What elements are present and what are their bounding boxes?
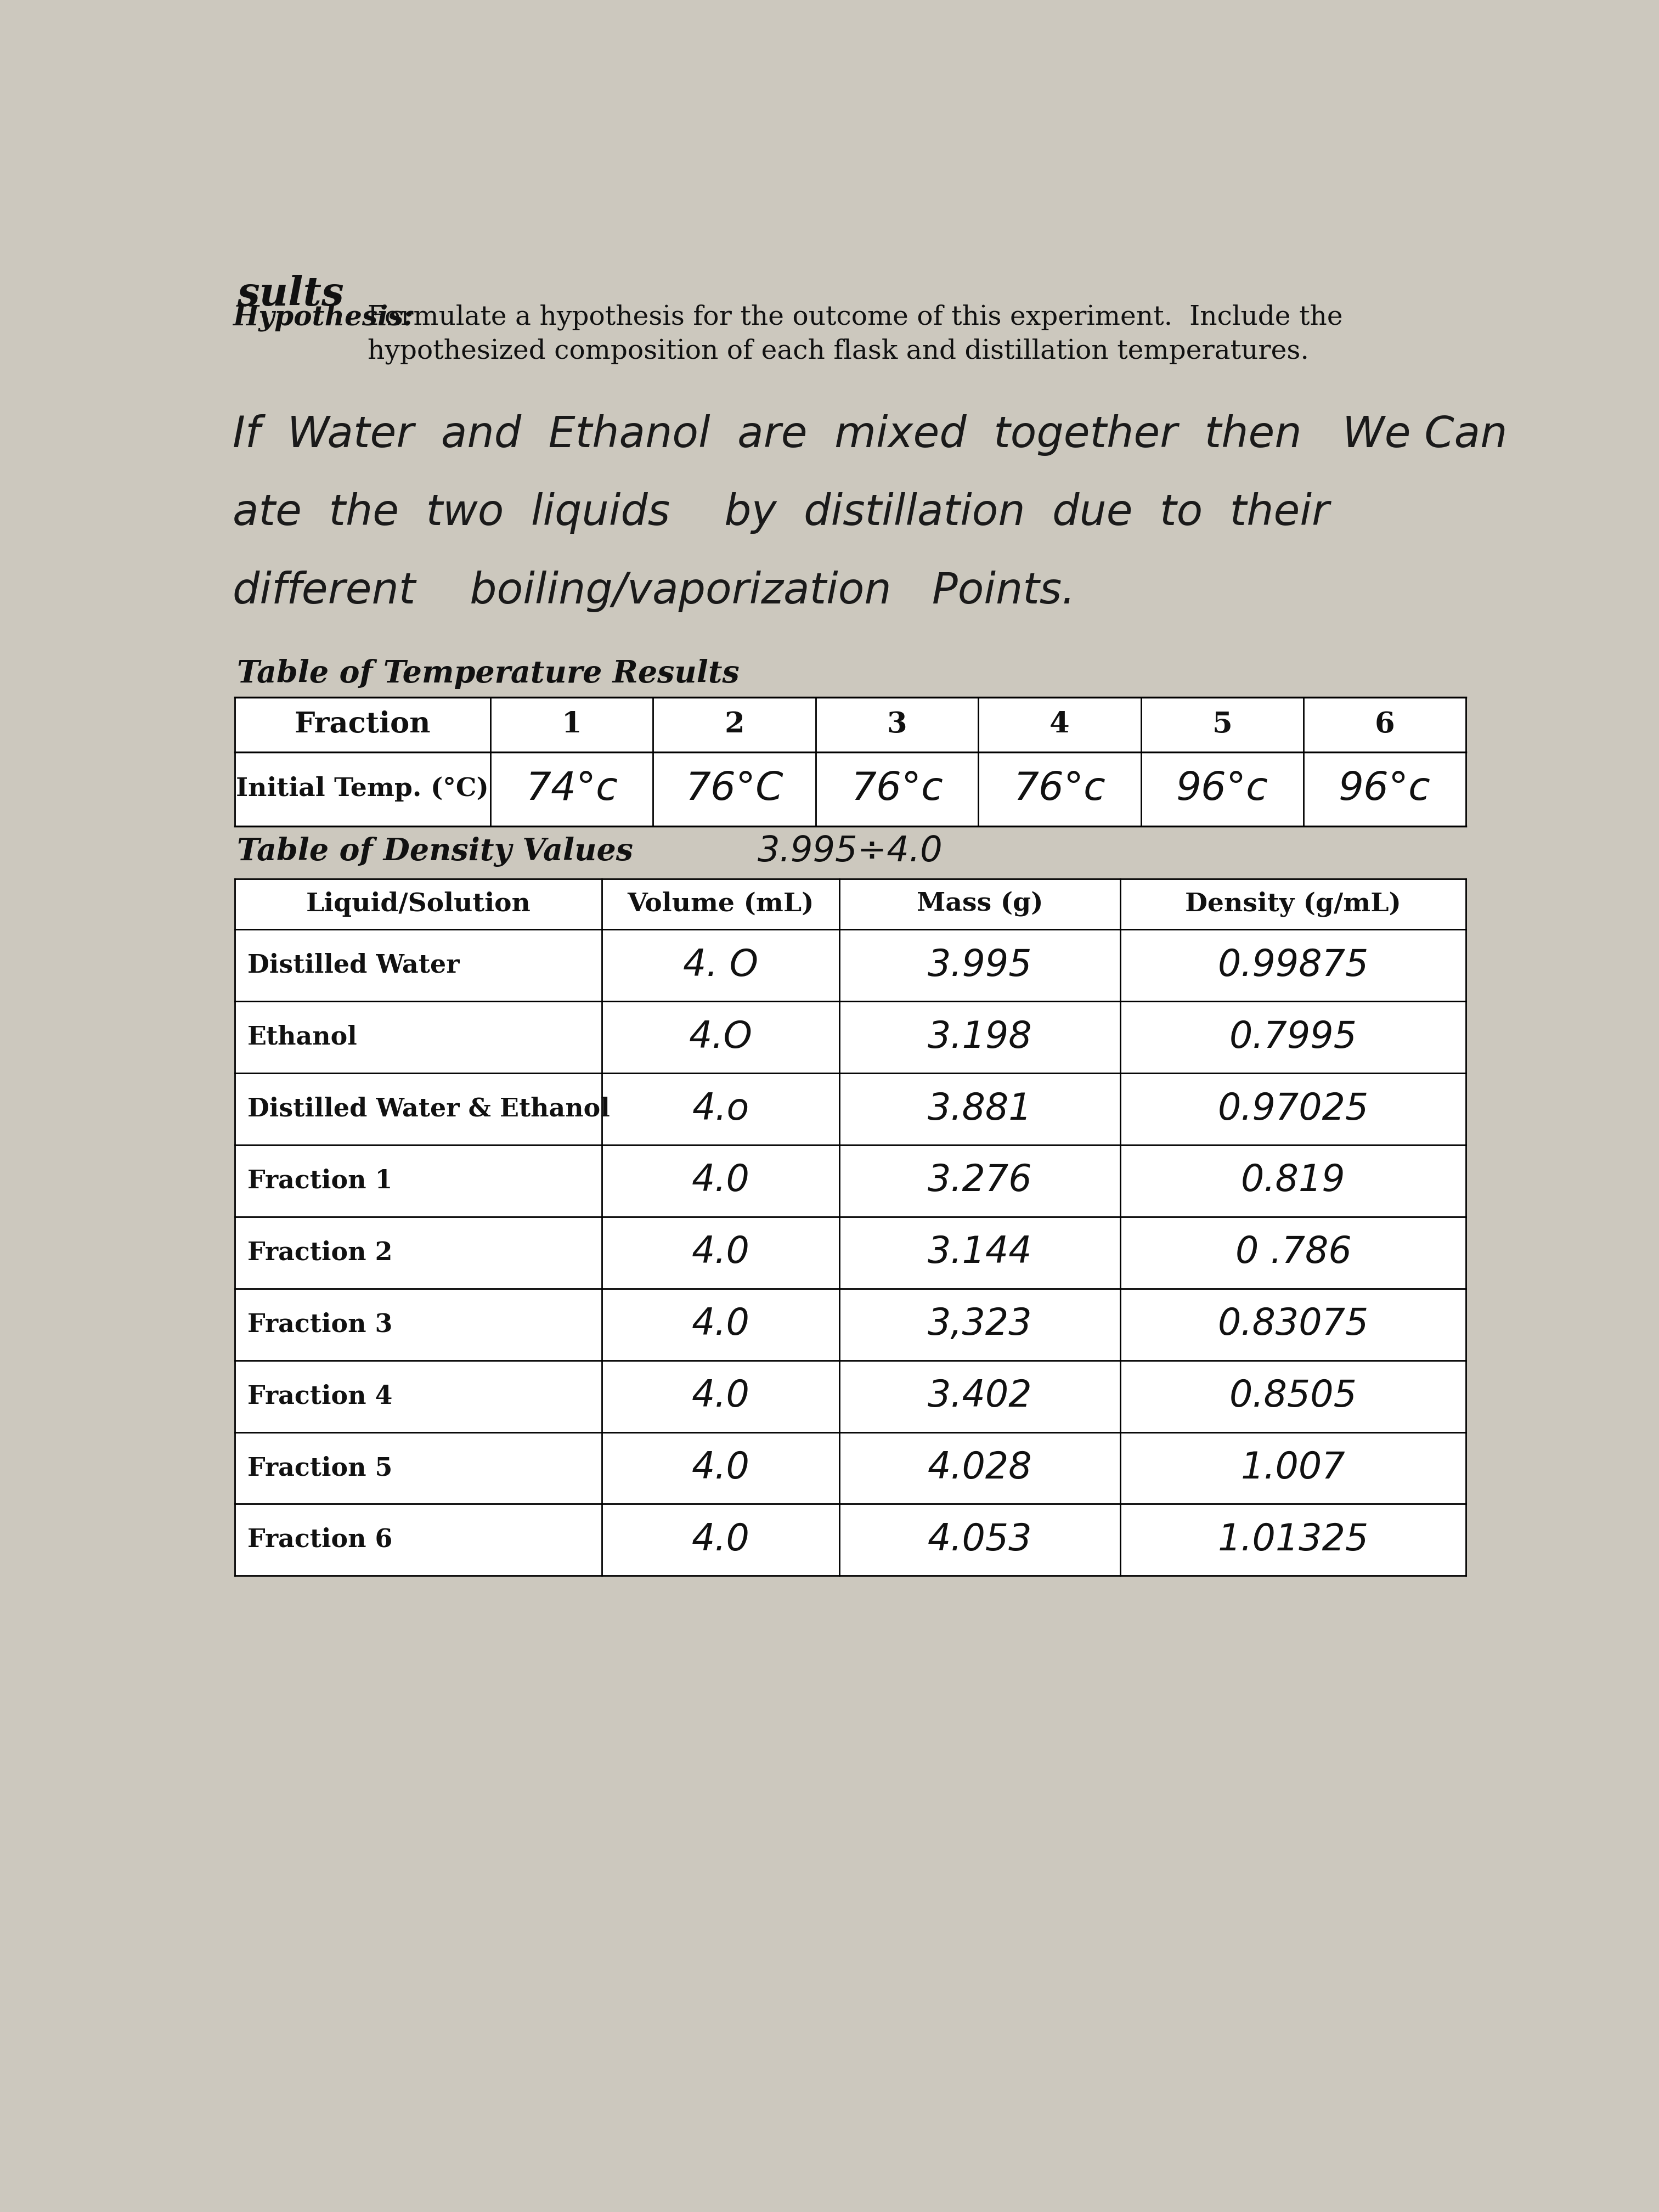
- Text: Liquid/Solution: Liquid/Solution: [305, 891, 531, 916]
- Text: different    boiling/vaporization   Points.: different boiling/vaporization Points.: [232, 571, 1075, 613]
- Text: 0.8505: 0.8505: [1229, 1378, 1357, 1413]
- Text: 1.007: 1.007: [1241, 1451, 1345, 1486]
- Text: 1.01325: 1.01325: [1218, 1522, 1369, 1557]
- Text: 3.995: 3.995: [927, 947, 1032, 984]
- Text: 4: 4: [1050, 710, 1070, 739]
- Text: Table of Density Values: Table of Density Values: [237, 836, 634, 867]
- Text: Table of Temperature Results: Table of Temperature Results: [237, 659, 740, 690]
- Text: 6: 6: [1375, 710, 1395, 739]
- Text: Fraction 1: Fraction 1: [247, 1168, 393, 1194]
- Text: Volume (mL): Volume (mL): [627, 891, 815, 916]
- Text: 76°c: 76°c: [1014, 770, 1105, 807]
- Bar: [236, 697, 1467, 825]
- Text: Fraction 3: Fraction 3: [247, 1312, 393, 1336]
- Text: 3.198: 3.198: [927, 1020, 1032, 1055]
- Text: 4.O: 4.O: [688, 1020, 753, 1055]
- Text: 3.144: 3.144: [927, 1234, 1032, 1270]
- Text: Distilled Water & Ethanol: Distilled Water & Ethanol: [247, 1097, 611, 1121]
- Text: Fraction 6: Fraction 6: [247, 1526, 393, 1553]
- Text: sults: sults: [237, 274, 343, 314]
- Text: 3,323: 3,323: [927, 1307, 1032, 1343]
- Text: 3.881: 3.881: [927, 1091, 1032, 1128]
- Text: Density (g/mL): Density (g/mL): [1185, 891, 1402, 918]
- Text: Distilled Water: Distilled Water: [247, 953, 460, 978]
- Text: ate  the  two  liquids    by  distillation  due  to  their: ate the two liquids by distillation due …: [232, 493, 1329, 533]
- Text: 0.97025: 0.97025: [1218, 1091, 1369, 1128]
- Text: Mass (g): Mass (g): [917, 891, 1044, 916]
- Text: 4.0: 4.0: [692, 1378, 750, 1413]
- Text: 5: 5: [1213, 710, 1233, 739]
- Text: If  Water  and  Ethanol  are  mixed  together  then   We Can: If Water and Ethanol are mixed together …: [232, 414, 1508, 456]
- Text: 0.99875: 0.99875: [1218, 947, 1369, 984]
- Text: 4. O: 4. O: [684, 947, 758, 984]
- Text: Initial Temp. (°C): Initial Temp. (°C): [236, 776, 489, 801]
- Text: 4.0: 4.0: [692, 1522, 750, 1557]
- Text: 2: 2: [725, 710, 745, 739]
- Text: 0.83075: 0.83075: [1218, 1307, 1369, 1343]
- Text: Hypothesis:: Hypothesis:: [232, 305, 413, 332]
- Text: Fraction 4: Fraction 4: [247, 1385, 393, 1409]
- Text: Fraction 2: Fraction 2: [247, 1241, 393, 1265]
- Text: 3.402: 3.402: [927, 1378, 1032, 1413]
- Text: Fraction: Fraction: [294, 710, 431, 739]
- Text: 0.7995: 0.7995: [1229, 1020, 1357, 1055]
- Text: 0 .786: 0 .786: [1236, 1234, 1352, 1270]
- Text: 3.995÷4.0: 3.995÷4.0: [758, 834, 942, 869]
- Text: Formulate a hypothesis for the outcome of this experiment.  Include the
hypothes: Formulate a hypothesis for the outcome o…: [368, 305, 1344, 365]
- Text: 96°c: 96°c: [1176, 770, 1267, 807]
- Text: 76°C: 76°C: [685, 770, 783, 807]
- Text: 96°c: 96°c: [1339, 770, 1430, 807]
- Bar: [236, 878, 1467, 1575]
- Text: 76°c: 76°c: [851, 770, 942, 807]
- Text: Ethanol: Ethanol: [247, 1024, 358, 1051]
- Text: 4.0: 4.0: [692, 1307, 750, 1343]
- Text: 4.0: 4.0: [692, 1451, 750, 1486]
- Text: 1: 1: [561, 710, 582, 739]
- Text: 4.053: 4.053: [927, 1522, 1032, 1557]
- Text: Fraction 5: Fraction 5: [247, 1455, 393, 1480]
- Text: 3.276: 3.276: [927, 1164, 1032, 1199]
- Text: 0.819: 0.819: [1241, 1164, 1345, 1199]
- Text: 4.0: 4.0: [692, 1234, 750, 1270]
- Text: 4.028: 4.028: [927, 1451, 1032, 1486]
- Text: 3: 3: [888, 710, 907, 739]
- Text: 74°c: 74°c: [526, 770, 617, 807]
- Text: 4.o: 4.o: [692, 1091, 750, 1128]
- Text: 4.0: 4.0: [692, 1164, 750, 1199]
